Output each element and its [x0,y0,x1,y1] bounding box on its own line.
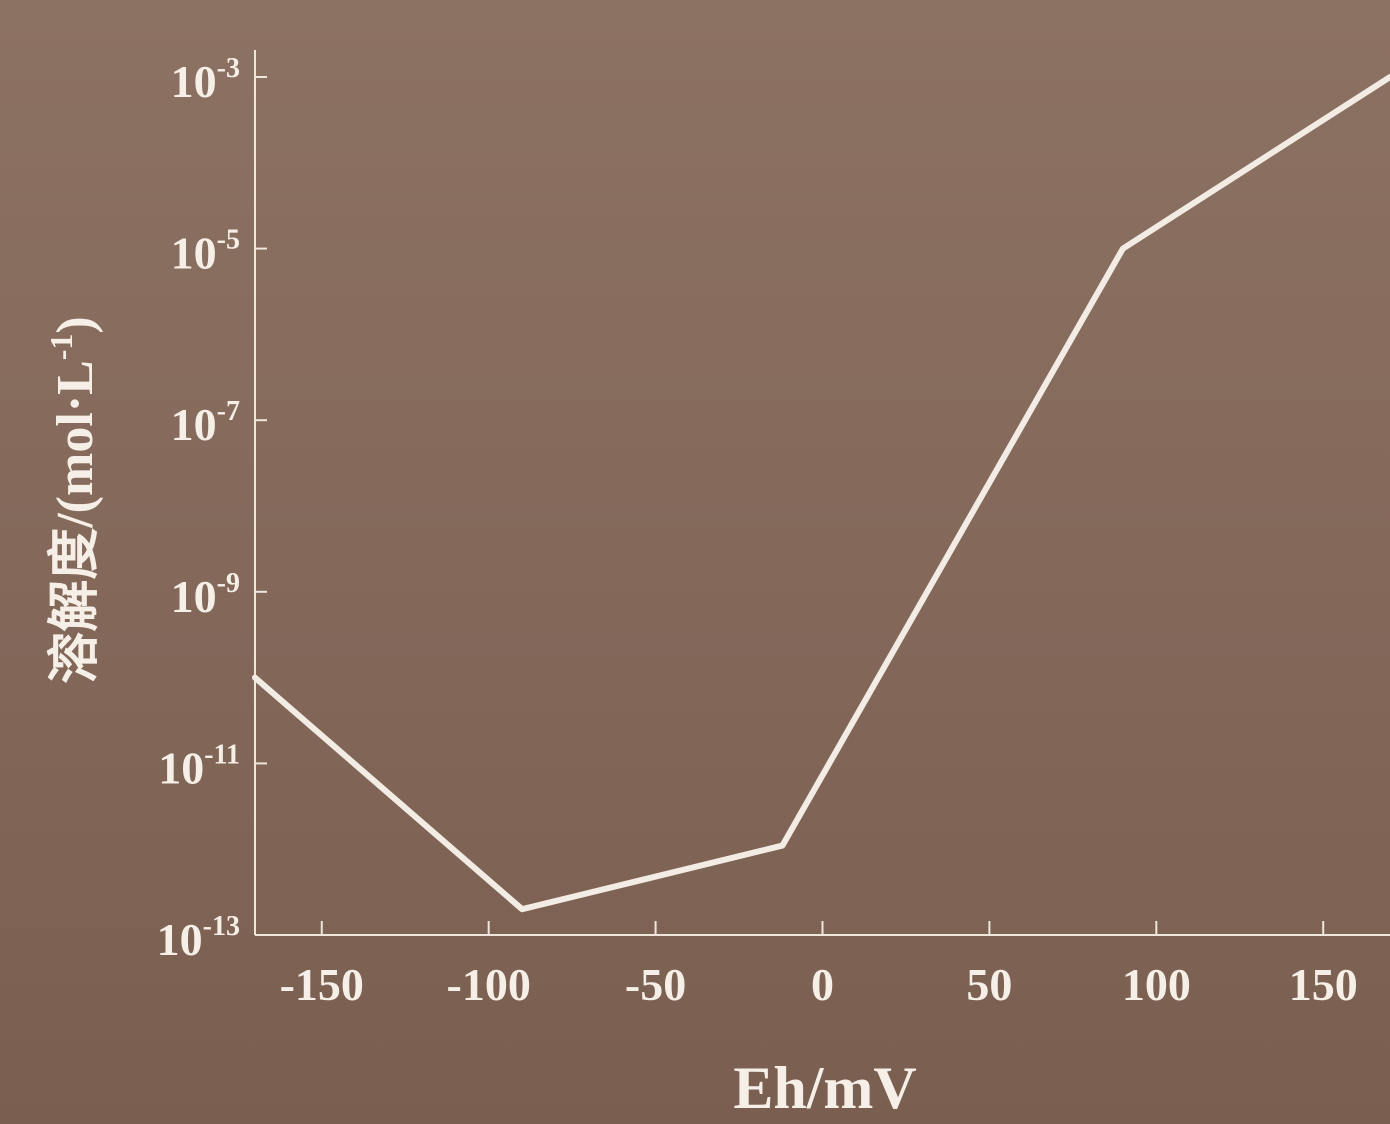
x-axis-title: Eh/mV [733,1055,916,1121]
x-tick-label: -100 [447,959,531,1010]
y-tick-label: 10-11 [158,739,240,793]
series-line [252,74,1390,913]
y-axis-title-sup: -1 [43,334,79,361]
axes [254,50,1390,936]
y-tick-label: 10-7 [171,396,240,450]
labels: Eh/mV 溶解度/(mol·L-1) -150 -100 -50 0 50 100 150… [43,53,1358,1121]
y-tick-label: 10-5 [171,225,240,279]
y-axis-title-close: ) [47,316,104,333]
y-tick-label: 10-13 [157,911,240,965]
x-tick-label: -50 [625,959,686,1010]
x-tick-label: 100 [1122,959,1191,1010]
x-tick-label: 50 [966,959,1012,1010]
x-tick-label: -150 [280,959,364,1010]
y-tick-label: 10-9 [171,568,240,622]
series-layer [252,74,1390,913]
y-axis-title-main: 溶解度/(mol·L [46,360,104,684]
y-axis-title: 溶解度/(mol·L-1) [43,316,104,684]
x-tick-label: 0 [811,959,834,1010]
x-tick-label: 150 [1289,959,1358,1010]
y-tick-label: 10-3 [171,53,240,107]
